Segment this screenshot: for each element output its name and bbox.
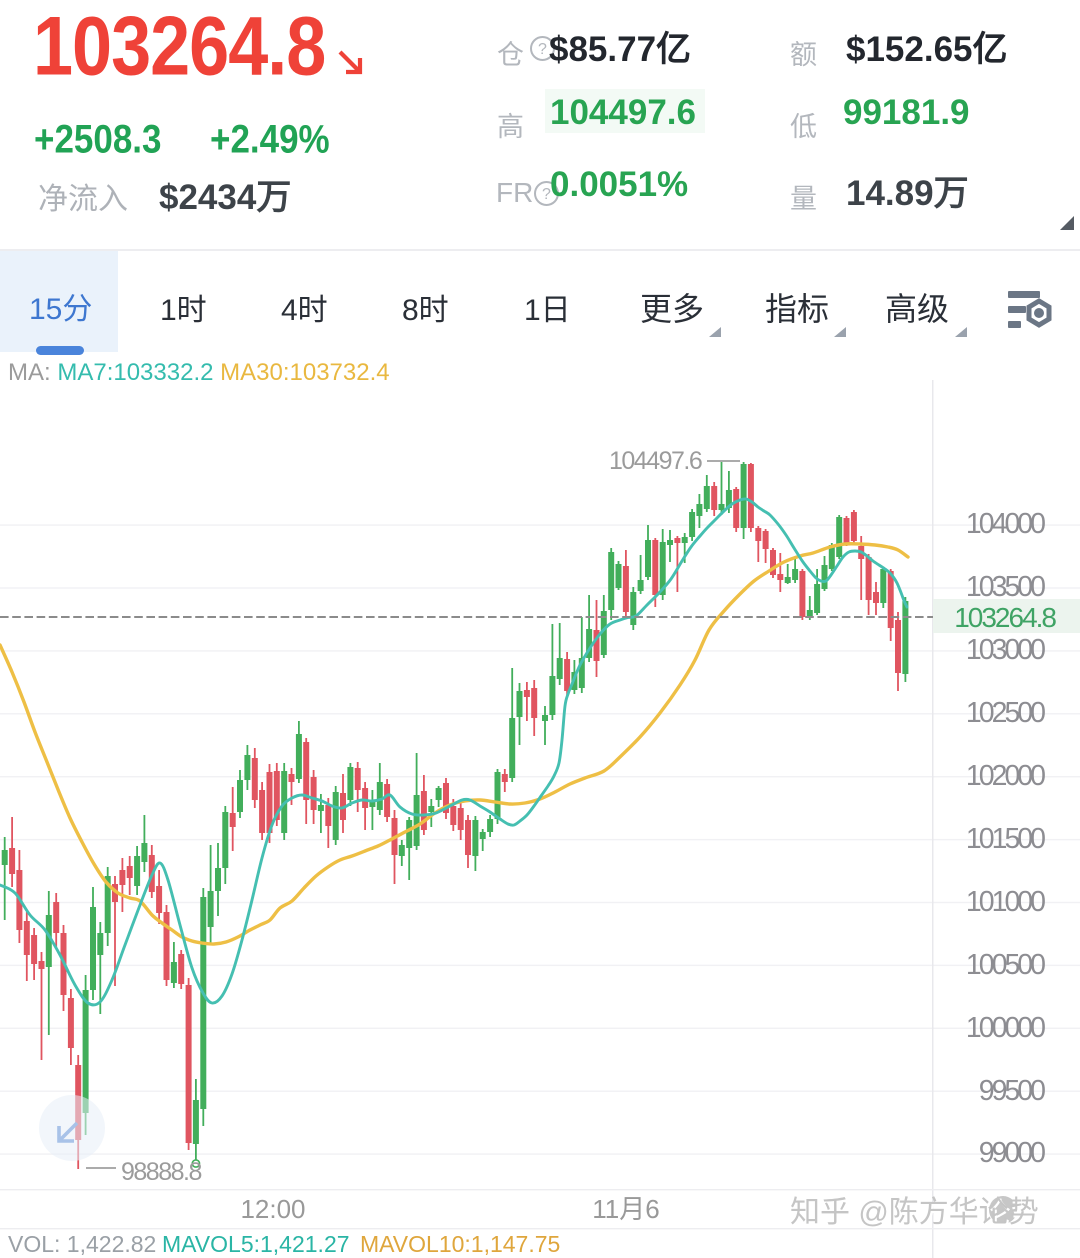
svg-text:104497.6: 104497.6 — [609, 447, 702, 475]
svg-text:103000: 103000 — [966, 634, 1045, 666]
svg-text:VOL: 1,422.82: VOL: 1,422.82 — [8, 1231, 156, 1257]
svg-text:MAVOL10:1,147.75: MAVOL10:1,147.75 — [360, 1231, 560, 1257]
svg-text:101500: 101500 — [966, 823, 1045, 855]
svg-text:99500: 99500 — [979, 1075, 1045, 1107]
svg-text:知乎 @陈方华论势: 知乎 @陈方华论势 — [790, 1196, 1039, 1229]
svg-text:103500: 103500 — [966, 571, 1045, 603]
svg-text:知乎 @陈方华论势: 知乎 @陈方华论势 — [792, 1198, 1041, 1231]
svg-text:100000: 100000 — [966, 1012, 1045, 1044]
svg-text:103264.8: 103264.8 — [954, 602, 1056, 633]
svg-text:101000: 101000 — [966, 886, 1045, 918]
svg-text:104000: 104000 — [966, 508, 1045, 540]
svg-text:102000: 102000 — [966, 760, 1045, 792]
svg-text:12:00: 12:00 — [240, 1194, 305, 1224]
svg-text:MAVOL5:1,421.27: MAVOL5:1,421.27 — [162, 1231, 350, 1257]
svg-text:?: ? — [542, 186, 551, 203]
svg-text:100500: 100500 — [966, 949, 1045, 981]
svg-text:102500: 102500 — [966, 697, 1045, 729]
svg-text:11月6: 11月6 — [592, 1194, 659, 1224]
svg-text:?: ? — [538, 41, 547, 58]
svg-text:99000: 99000 — [979, 1137, 1045, 1169]
svg-text:98888.8: 98888.8 — [121, 1158, 201, 1186]
